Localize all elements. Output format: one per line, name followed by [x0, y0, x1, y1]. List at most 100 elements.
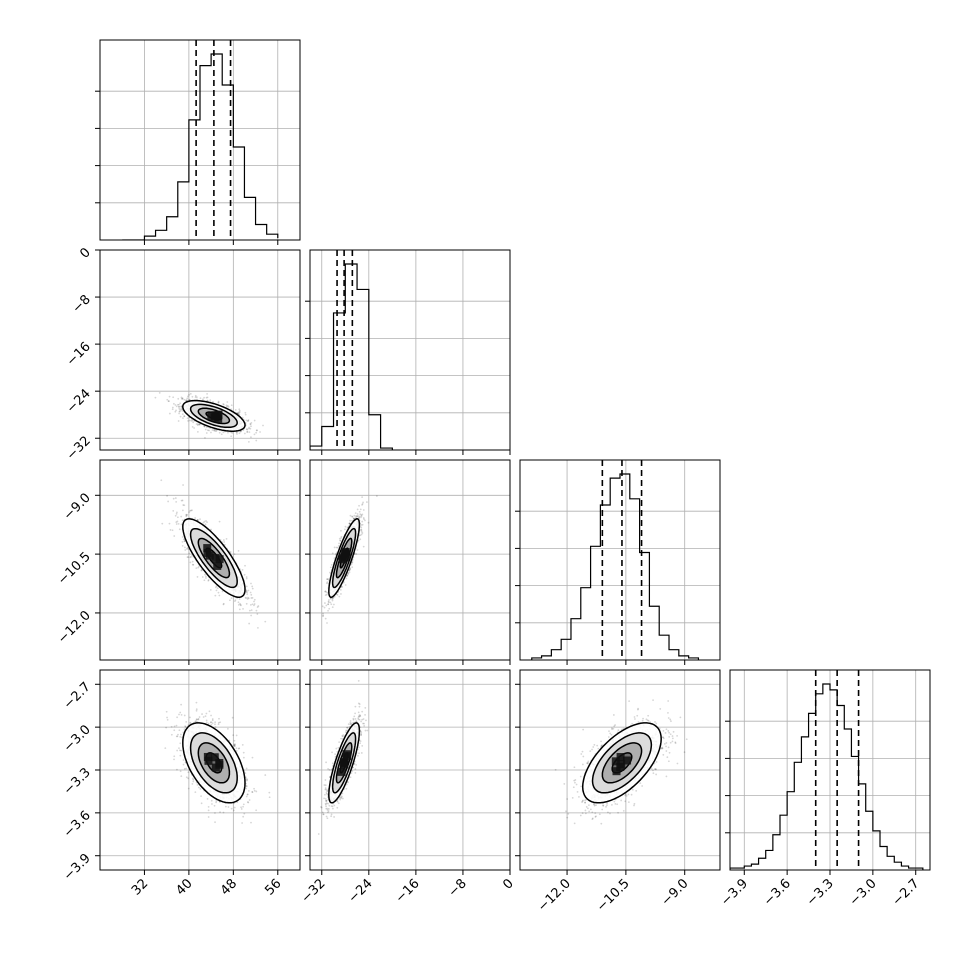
sample-point — [255, 429, 258, 432]
sample-point — [211, 722, 214, 725]
sample-point — [237, 601, 240, 604]
sample-point — [196, 576, 199, 578]
sample-point — [245, 428, 248, 430]
sample-point — [322, 615, 324, 618]
sample-point — [230, 435, 233, 438]
sample-point — [344, 528, 346, 531]
sample-point — [325, 604, 328, 607]
sample-point — [326, 578, 329, 581]
sample-point — [174, 497, 177, 499]
sample-point — [243, 812, 246, 815]
sample-point — [172, 402, 175, 405]
sample-point — [247, 427, 250, 430]
sample-point — [238, 410, 241, 412]
sample-point — [346, 573, 349, 576]
sample-point — [364, 519, 366, 522]
sample-point — [324, 602, 326, 604]
sample-point — [236, 433, 238, 435]
sample-point — [195, 701, 198, 704]
sample-point — [185, 399, 188, 402]
sample-point — [257, 605, 260, 607]
y-tick-label: −8 — [70, 292, 94, 316]
sample-point — [233, 744, 236, 747]
sample-point — [241, 822, 244, 824]
sample-point — [250, 421, 253, 424]
histogram-1 — [310, 263, 393, 450]
panel-frame-1-1 — [309, 249, 511, 451]
sample-point — [222, 431, 225, 434]
sample-point — [182, 538, 185, 541]
sample-point — [179, 410, 181, 412]
sample-point — [253, 598, 256, 601]
sample-point — [219, 811, 221, 814]
sample-point — [198, 423, 201, 426]
y-tick-label: −12.0 — [55, 608, 94, 647]
sample-point — [238, 411, 241, 414]
sample-point — [179, 742, 182, 745]
sample-point — [180, 703, 183, 706]
panel-2-0: −9.0−10.5−12.0 — [55, 459, 301, 665]
sample-point — [179, 711, 182, 714]
sample-point — [195, 720, 197, 723]
sample-point — [191, 560, 194, 563]
histogram-0 — [122, 53, 279, 240]
sample-point — [225, 404, 228, 407]
sample-point — [329, 597, 332, 600]
sample-point — [241, 743, 244, 746]
sample-point — [344, 525, 347, 528]
histogram-2 — [531, 473, 700, 660]
sample-point — [264, 620, 267, 623]
sample-point — [361, 496, 364, 498]
sample-point — [199, 518, 201, 521]
sample-point — [245, 576, 248, 578]
sample-point — [196, 519, 199, 521]
sample-point — [338, 537, 341, 540]
sample-point — [245, 597, 248, 600]
sample-point — [173, 535, 176, 537]
sample-point — [166, 718, 169, 721]
sample-point — [237, 411, 240, 414]
sample-point — [234, 600, 236, 603]
sample-point — [210, 723, 213, 726]
sample-point — [349, 514, 352, 517]
sample-point — [214, 723, 216, 726]
sample-point — [190, 509, 193, 512]
sample-point — [178, 405, 181, 408]
sample-point — [170, 733, 173, 736]
sample-point — [187, 771, 190, 774]
sample-point — [358, 516, 360, 519]
sample-point — [361, 520, 364, 523]
sample-point — [328, 599, 330, 601]
sample-point — [352, 517, 355, 520]
y-tick-label: −32 — [64, 433, 94, 463]
sample-point — [245, 778, 248, 780]
sample-point — [178, 403, 180, 406]
sample-point — [198, 423, 201, 426]
sample-point — [220, 433, 223, 436]
sample-point — [358, 504, 360, 507]
sample-point — [167, 400, 170, 403]
sample-point — [209, 399, 212, 401]
sample-point — [175, 500, 178, 503]
sample-point — [230, 404, 233, 407]
sample-point — [209, 588, 212, 591]
sample-point — [351, 515, 354, 518]
sample-point — [177, 397, 180, 400]
sample-point — [329, 601, 332, 604]
sample-point — [250, 614, 253, 617]
y-tick-label: −9.0 — [61, 491, 94, 524]
sample-point — [180, 407, 183, 410]
sample-point — [176, 520, 179, 523]
sample-point — [251, 585, 254, 588]
panel-frame-2-0 — [99, 459, 301, 661]
sample-point — [179, 735, 182, 738]
sample-point — [189, 392, 192, 395]
sample-point — [176, 403, 179, 406]
sample-point — [237, 412, 240, 415]
sample-point — [189, 722, 192, 725]
sample-point — [333, 603, 335, 606]
sample-point — [178, 412, 180, 415]
sample-point — [181, 519, 184, 522]
sample-point — [249, 427, 252, 430]
sample-point — [204, 428, 207, 431]
